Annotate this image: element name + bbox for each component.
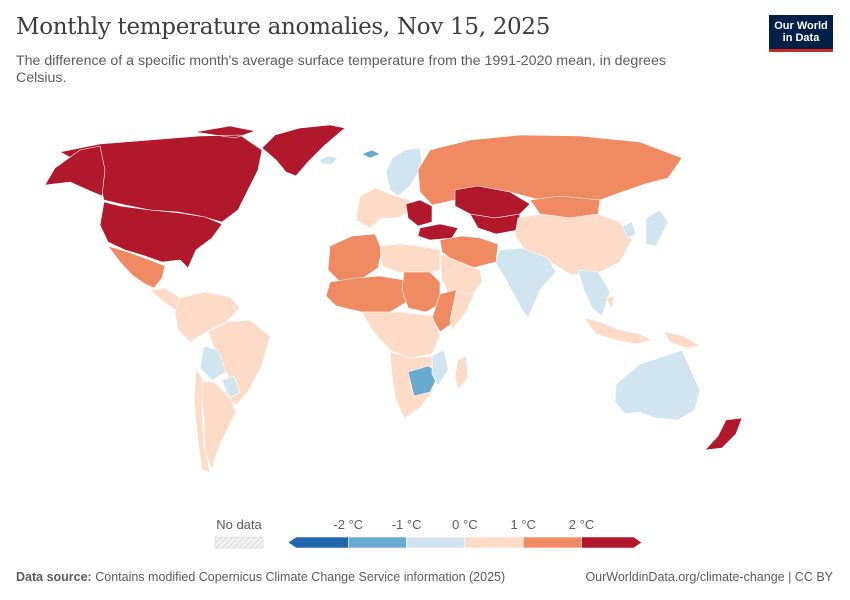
- legend-bin-below-2-c[interactable]: [287, 536, 349, 549]
- region-iceland[interactable]: [318, 155, 339, 165]
- region-paraguay[interactable]: [221, 375, 241, 399]
- data-source-label: Data source:: [16, 570, 92, 584]
- region-egypt-and-libya[interactable]: [379, 243, 441, 275]
- region-indonesia[interactable]: [583, 295, 653, 345]
- chart-title: Monthly temperature anomalies, Nov 15, 2…: [16, 14, 551, 40]
- logo-line-2: in Data: [782, 32, 820, 44]
- map-legend: No data -2 °C -1 °C 0 °C 1 °C 2 °C: [214, 517, 643, 549]
- legend-tick-label: -1 °C: [392, 517, 422, 532]
- region-papua-new-guinea[interactable]: [663, 331, 701, 349]
- legend-bin-above-2-c[interactable]: [581, 536, 643, 549]
- region-korea-and-japan[interactable]: [621, 209, 669, 247]
- region-argentina[interactable]: [199, 381, 237, 471]
- region-mexico[interactable]: [107, 245, 166, 289]
- region-southeast-asia[interactable]: [577, 269, 611, 317]
- region-united-states[interactable]: [99, 201, 223, 269]
- chart-subtitle: The difference of a specific month's ave…: [16, 53, 666, 86]
- region-new-zealand[interactable]: [704, 417, 743, 451]
- region-arabian-peninsula[interactable]: [439, 253, 483, 301]
- no-data-label: No data: [216, 517, 262, 532]
- region-scandinavia[interactable]: [385, 147, 423, 197]
- region-greenland[interactable]: [261, 124, 346, 177]
- legend-tick-label: 2 °C: [569, 517, 594, 532]
- legend-bin-1-to-0-c[interactable]: [406, 536, 466, 549]
- region-mozambique[interactable]: [431, 349, 449, 387]
- logo-line-1: Our World: [774, 20, 828, 32]
- data-source-text: Contains modified Copernicus Climate Cha…: [95, 570, 506, 584]
- legend-bin-0-to-1-c[interactable]: [464, 536, 524, 549]
- source-link[interactable]: OurWorldinData.org/climate-change | CC B…: [585, 570, 833, 584]
- no-data-swatch: [214, 536, 264, 549]
- region-northwest-africa[interactable]: [327, 233, 383, 283]
- region-chile[interactable]: [193, 369, 211, 473]
- region-central-africa[interactable]: [361, 311, 441, 359]
- legend-bin-2-to-1-c[interactable]: [347, 536, 407, 549]
- data-source: Data source: Contains modified Copernicu…: [16, 570, 505, 584]
- region-sudan[interactable]: [401, 271, 441, 313]
- legend-tick-label: -2 °C: [333, 517, 363, 532]
- region-canada[interactable]: [59, 125, 263, 223]
- region-western-europe[interactable]: [355, 187, 411, 229]
- region-svalbard[interactable]: [361, 149, 381, 159]
- region-somalia[interactable]: [449, 291, 475, 331]
- owid-logo[interactable]: Our World in Data: [769, 15, 833, 52]
- legend-tick-label: 1 °C: [510, 517, 535, 532]
- world-map: [44, 124, 743, 473]
- region-northern-south-america[interactable]: [174, 291, 241, 343]
- legend-tick-label: 0 °C: [452, 517, 477, 532]
- region-madagascar[interactable]: [454, 355, 469, 391]
- region-alaska[interactable]: [44, 145, 106, 197]
- region-bolivia[interactable]: [199, 345, 227, 381]
- region-australia[interactable]: [614, 349, 701, 421]
- region-balkans[interactable]: [405, 199, 433, 227]
- region-sahel[interactable]: [325, 275, 411, 313]
- region-india[interactable]: [494, 247, 557, 319]
- legend-bin-1-to-2-c[interactable]: [522, 536, 582, 549]
